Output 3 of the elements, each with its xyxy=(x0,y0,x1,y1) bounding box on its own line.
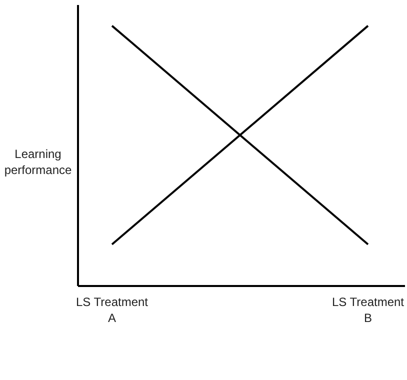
x-tick-label: LS Treatment A xyxy=(76,295,149,325)
y-axis-title: Learning performance xyxy=(3,146,73,178)
x-tick-label: LS Treatment B xyxy=(332,295,405,325)
